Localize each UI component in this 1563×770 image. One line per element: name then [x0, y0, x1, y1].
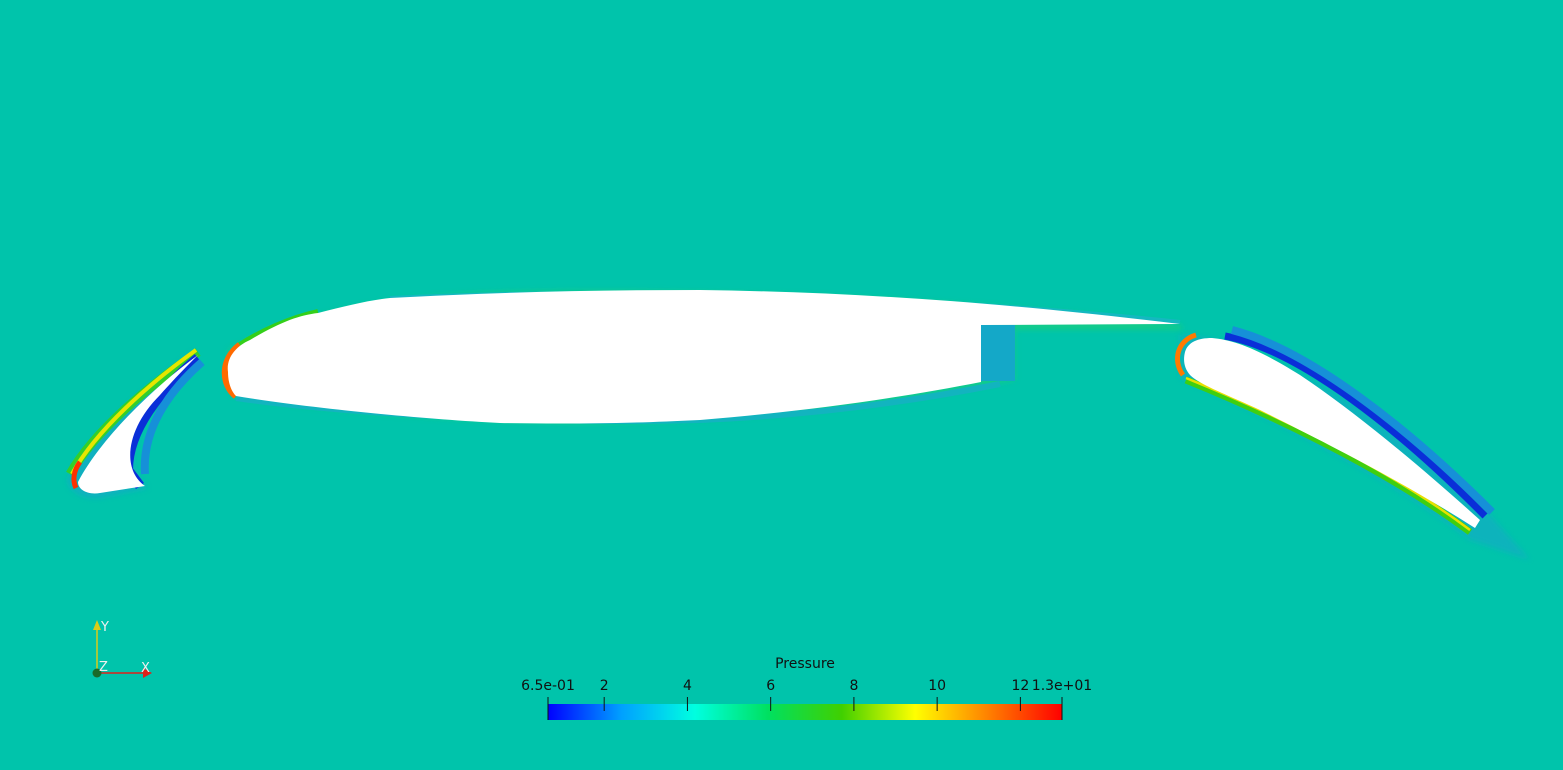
flap-element — [1175, 326, 1530, 560]
colorbar-gradient — [548, 704, 1062, 720]
colorbar-graphic: 6.5e-01 2 4 6 8 10 12 1.3e+01 — [521, 678, 1092, 720]
x-axis-arrowhead — [143, 668, 152, 678]
colorbar-tick-label: 2 — [600, 678, 609, 694]
colorbar-tick-label: 1.3e+01 — [1032, 678, 1092, 694]
colorbar-tick-label: 8 — [849, 678, 858, 694]
axes-triad: X Y Z — [92, 620, 152, 678]
colorbar-tick-label: 6 — [766, 678, 775, 694]
colorbar-ticks: 6.5e-01 2 4 6 8 10 12 1.3e+01 — [521, 678, 1092, 711]
x-axis-label: X — [141, 661, 150, 676]
y-axis-label: Y — [100, 620, 109, 635]
main-element — [221, 290, 1182, 424]
colorbar-tick-label: 10 — [928, 678, 946, 694]
color-legend: Pressure 6.5e-01 2 4 6 8 10 12 1.3e+01 — [500, 650, 1120, 730]
colorbar-title: Pressure — [775, 656, 835, 672]
colorbar-tick-label: 12 — [1011, 678, 1029, 694]
z-axis-label: Z — [99, 660, 108, 675]
z-axis-marker — [92, 668, 102, 678]
colorbar-tick-label: 4 — [683, 678, 692, 694]
slat-element — [66, 348, 205, 499]
colorbar-tick-label: 6.5e-01 — [521, 678, 575, 694]
y-axis-arrowhead — [93, 620, 101, 630]
